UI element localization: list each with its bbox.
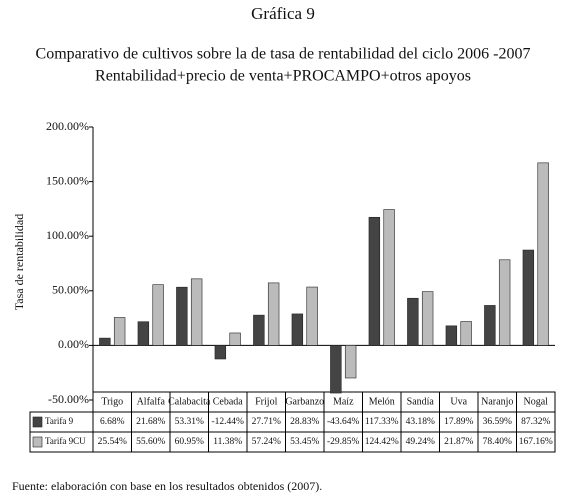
x-tick-label: Cebada bbox=[213, 396, 244, 407]
table-cell: 11.38% bbox=[213, 437, 242, 447]
x-tick-label: Trigo bbox=[101, 396, 123, 407]
bar bbox=[190, 278, 203, 346]
table-cell: 55.60% bbox=[136, 437, 165, 447]
y-tick-label: 50.00% bbox=[52, 283, 89, 297]
bar bbox=[484, 305, 496, 346]
bar bbox=[99, 337, 111, 346]
y-tick-label: 200.00% bbox=[46, 119, 89, 133]
x-tick-label: Uva bbox=[450, 396, 467, 407]
source-note: Fuente: elaboración con base en los resu… bbox=[12, 479, 322, 493]
table-cell: -43.64% bbox=[327, 417, 360, 427]
table-cell: 78.40% bbox=[483, 437, 512, 447]
table-cell: 167.16% bbox=[519, 437, 553, 447]
bar bbox=[383, 209, 395, 346]
bar bbox=[113, 317, 126, 346]
table-cell: 60.95% bbox=[175, 437, 204, 447]
bar bbox=[229, 332, 241, 346]
table-cell: 21.68% bbox=[136, 417, 165, 427]
legend-swatch bbox=[32, 436, 43, 448]
bar bbox=[344, 345, 357, 379]
bar bbox=[253, 314, 265, 346]
bar bbox=[368, 216, 381, 346]
y-tick-label: -50.00% bbox=[48, 392, 89, 406]
table-cell: 36.59% bbox=[483, 417, 512, 427]
legend-label: Tarifa 9 bbox=[45, 416, 74, 426]
table-cell: 27.71% bbox=[252, 417, 281, 427]
table-cell: 43.18% bbox=[406, 417, 435, 427]
table-cell: 57.24% bbox=[252, 437, 281, 447]
table-cell: 17.89% bbox=[444, 417, 473, 427]
bar bbox=[537, 162, 549, 346]
bar bbox=[522, 249, 535, 346]
bar bbox=[152, 284, 164, 346]
bar bbox=[421, 291, 434, 346]
table-cell: 21.87% bbox=[444, 437, 473, 447]
y-tick-label: 150.00% bbox=[46, 173, 89, 187]
x-tick-label: Sandía bbox=[407, 396, 435, 407]
table-cell: 25.54% bbox=[98, 437, 127, 447]
legend-label: Tarifa 9CU bbox=[45, 436, 86, 446]
bar bbox=[445, 325, 458, 346]
y-tick-label: 100.00% bbox=[46, 228, 89, 242]
bar bbox=[407, 297, 419, 346]
bar bbox=[267, 282, 280, 346]
bar bbox=[137, 321, 150, 346]
x-tick-label: Frijol bbox=[255, 396, 277, 407]
table-cell: 6.68% bbox=[100, 417, 125, 427]
table-cell: 53.45% bbox=[290, 437, 319, 447]
bar bbox=[460, 321, 472, 346]
chart-subtitle: Comparativo de cultivos sobre la de tasa… bbox=[36, 46, 531, 63]
x-tick-label: Alfalfa bbox=[137, 396, 166, 407]
legend-swatch bbox=[32, 416, 43, 428]
chart-title: Gráfica 9 bbox=[251, 4, 315, 23]
bar bbox=[176, 286, 188, 346]
x-tick-label: Garbanzo bbox=[285, 396, 324, 407]
bar bbox=[330, 345, 342, 394]
table-cell: 87.32% bbox=[521, 417, 550, 427]
bar bbox=[291, 313, 304, 346]
table-cell: 117.33% bbox=[365, 417, 399, 427]
x-tick-label: Naranjo bbox=[481, 396, 513, 407]
x-tick-label: Nogal bbox=[524, 396, 549, 407]
x-tick-label: Calabacita bbox=[168, 396, 211, 407]
bar bbox=[306, 286, 318, 346]
table-cell: 49.24% bbox=[406, 437, 435, 447]
y-tick-label: 0.00% bbox=[58, 337, 89, 351]
table-cell: 53.31% bbox=[175, 417, 204, 427]
x-tick-label: Melón bbox=[369, 396, 395, 407]
table-cell: -12.44% bbox=[212, 417, 245, 427]
table-cell: -29.85% bbox=[327, 437, 360, 447]
bar bbox=[498, 259, 511, 346]
bar bbox=[214, 345, 227, 360]
table-cell: 28.83% bbox=[290, 417, 319, 427]
chart-subtitle: Rentabilidad+precio de venta+PROCAMPO+ot… bbox=[95, 68, 471, 85]
y-axis-label: Tasa de rentabilidad bbox=[12, 214, 26, 310]
x-tick-label: Maíz bbox=[333, 396, 354, 407]
table-cell: 124.42% bbox=[365, 437, 399, 447]
